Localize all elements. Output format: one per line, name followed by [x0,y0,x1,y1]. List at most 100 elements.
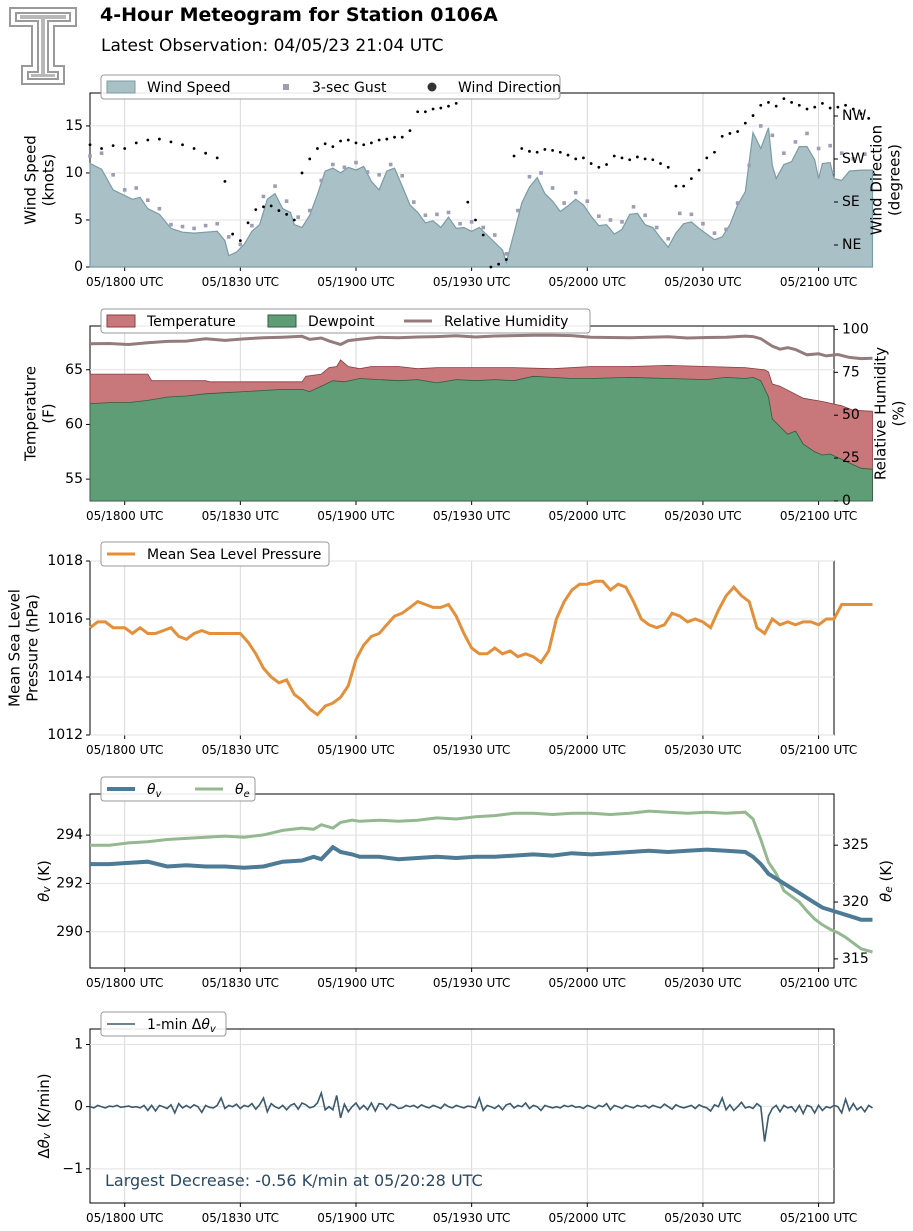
direction-marker [828,106,832,110]
gust-marker [273,184,277,188]
direction-marker [659,162,662,165]
direction-marker [844,103,847,107]
legend-label: Mean Sea Level Pressure [147,547,321,563]
gust-marker [331,162,335,167]
y-tick-label: 15 [65,118,83,134]
gust-marker [88,154,92,158]
wind-speed-area [89,127,874,268]
x-tick-label: 05/1900 UTC [317,509,394,523]
direction-marker [566,153,570,157]
gust-marker [296,215,300,219]
direction-marker [246,221,250,225]
direction-marker [454,101,458,105]
wind-y2label-line: Wind Direction [868,125,886,235]
double-t-logo-icon [9,7,77,85]
direction-marker [423,110,427,114]
direction-marker [597,165,601,169]
direction-marker [238,239,242,243]
gust-marker [678,211,682,216]
gust-marker [620,220,624,224]
x-tick-label: 05/1830 UTC [202,743,279,757]
x-tick-label: 05/1800 UTC [86,509,163,523]
direction-marker [123,147,127,150]
direction-marker [300,171,304,175]
x-tick-label: 05/1830 UTC [202,1211,279,1225]
x-tick-label: 05/1800 UTC [86,1211,163,1225]
direction-marker [635,155,639,159]
legend-swatch [283,84,289,90]
legend-box [100,541,330,567]
dtheta-ylabel: Δθv (K/min) [35,1073,54,1158]
gust-marker [585,199,590,203]
direction-marker [447,104,450,108]
gust-marker [122,188,127,192]
y-tick-label: 292 [56,875,83,891]
direction-marker [362,143,366,147]
gust-marker [828,143,832,148]
gust-marker [527,174,532,179]
y2-tick-label: 100 [842,321,869,337]
gust-marker [180,224,185,229]
theta-y2label: θe (K) [877,860,896,902]
direction-marker [589,162,593,165]
direction-marker [836,105,840,109]
gust-marker [458,221,462,226]
direction-marker [605,163,608,166]
gust-marker [654,225,659,230]
direction-marker [620,156,624,160]
largest-decrease-annotation: Largest Decrease: -0.56 K/min at 05/20:2… [105,1171,483,1190]
direction-marker [697,168,701,172]
direction-marker [574,157,578,161]
direction-marker [408,129,412,133]
gust-marker [492,233,497,237]
legend-label: 1-min Δθv [147,1017,216,1035]
x-tick-label: 05/2100 UTC [780,275,857,289]
gust-marker [261,194,266,199]
direction-marker [204,151,208,155]
direction-marker [88,143,92,147]
y2-tick-label: 0 [842,493,851,509]
theta-ylabel: θv (K) [35,860,54,902]
x-tick-label: 05/1830 UTC [202,976,279,990]
y2-tick-label: 325 [842,837,869,853]
wind-ylabel-line: (knots) [40,154,58,207]
direction-marker [867,116,871,120]
direction-marker [370,141,373,145]
y-tick-label: −1 [62,1161,83,1177]
direction-marker [157,137,161,141]
gust-marker [215,221,220,226]
x-tick-label: 05/1930 UTC [433,976,510,990]
direction-marker [192,147,196,150]
legend-swatch [106,80,136,94]
y2-tick-label: 75 [842,364,860,380]
x-tick-label: 05/1830 UTC [202,275,279,289]
legend-box [100,1011,227,1037]
gust-marker [157,206,162,211]
direction-marker [262,205,265,209]
gust-marker [469,220,474,224]
x-tick-label: 05/2000 UTC [549,275,626,289]
gust-marker [365,170,370,174]
gust-marker [689,212,694,217]
gust-marker [597,214,601,219]
gust-marker [758,124,763,128]
direction-marker [821,101,824,105]
legend-label: Temperature [146,314,236,330]
y-tick-label: 5 [74,212,83,228]
direction-marker [543,148,547,151]
y-tick-label: 1016 [47,611,83,627]
direction-marker [759,103,763,107]
dewpoint-area [89,375,873,502]
direction-marker [736,130,740,133]
thermo-ylabel-line: Temperature [22,366,40,462]
gust-marker [388,162,393,167]
gust-marker [99,151,104,155]
direction-marker [134,141,138,145]
gust-marker [805,131,809,136]
y-tick-label: 55 [65,471,83,487]
gust-marker [631,205,636,209]
y-tick-label: 0 [74,259,83,275]
gust-marker [169,222,173,227]
